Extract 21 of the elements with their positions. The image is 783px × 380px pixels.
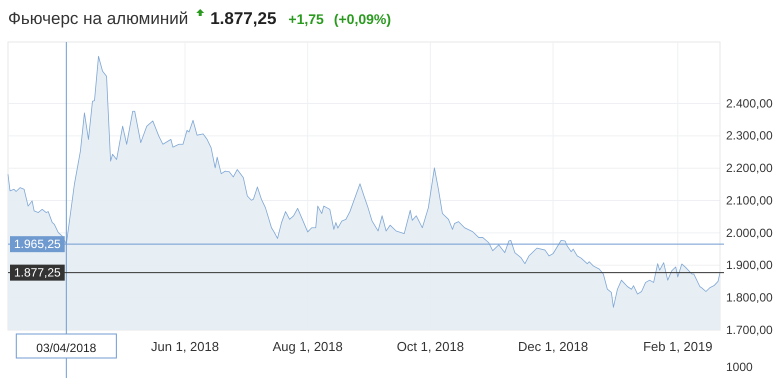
y-tick-label: 2.200,00 <box>726 161 774 176</box>
ref-line-label: 03/04/2018 <box>36 341 97 355</box>
y-tick-label: 1.800,00 <box>726 290 774 304</box>
y-tick-label: 2.000,00 <box>726 226 774 240</box>
text: +1,75 <box>288 11 324 27</box>
ref-line-label: 1.877,25 <box>14 266 62 280</box>
y-tick-label: 2.100,00 <box>726 193 774 208</box>
text: (+0,09%) <box>334 11 392 27</box>
text: 1.877,25 <box>210 9 276 28</box>
y-tick-label: 1.700,00 <box>726 322 774 337</box>
y-tick-label: 1.900,00 <box>726 258 774 272</box>
x-tick-label: Dec 1, 2018 <box>518 339 588 354</box>
x-tick-label: Feb 1, 2019 <box>643 339 712 354</box>
ref-line-label: 1.965,25 <box>14 237 62 252</box>
y-tick-label: 2.300,00 <box>726 128 774 143</box>
chart-title: Фьючерс на алюминий <box>8 9 188 28</box>
x-tick-label: Oct 1, 2018 <box>396 339 464 354</box>
y-tick-label: 2.400,00 <box>726 96 774 110</box>
text: 1000 <box>726 360 754 374</box>
x-tick-label: Aug 1, 2018 <box>272 339 343 354</box>
x-tick-label: Jun 1, 2018 <box>151 339 219 354</box>
